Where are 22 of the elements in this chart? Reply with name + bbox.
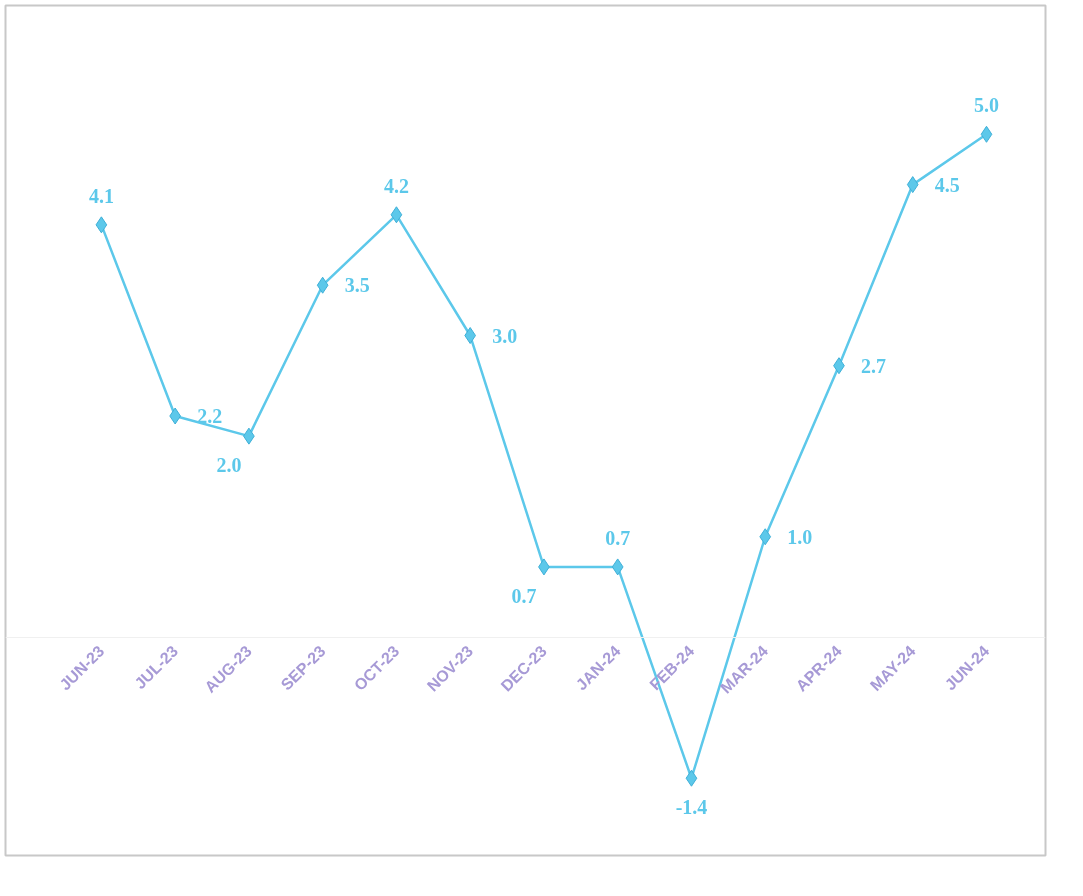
point (464, 327, 477, 345)
point (759, 528, 772, 546)
point (390, 206, 403, 224)
point (980, 125, 993, 143)
data-label: 4.5 (934, 173, 960, 196)
data-label: 5.0 (973, 94, 999, 117)
data-label: 3.0 (492, 324, 518, 347)
data-label: 0.7 (511, 584, 537, 607)
data-label: 2.2 (197, 405, 223, 428)
data-label: 2.7 (860, 354, 886, 377)
data-label: 4.2 (383, 174, 409, 197)
data-label: -1.4 (675, 796, 708, 819)
point (685, 769, 698, 787)
point (906, 176, 919, 194)
point (611, 558, 624, 576)
data-label: 0.7 (605, 526, 631, 549)
point (316, 276, 329, 294)
point (95, 216, 108, 234)
data-label: 3.5 (344, 274, 370, 297)
data-label: 4.1 (88, 184, 114, 207)
data-label: 1.0 (787, 525, 813, 548)
data-label: 2.0 (216, 454, 242, 477)
